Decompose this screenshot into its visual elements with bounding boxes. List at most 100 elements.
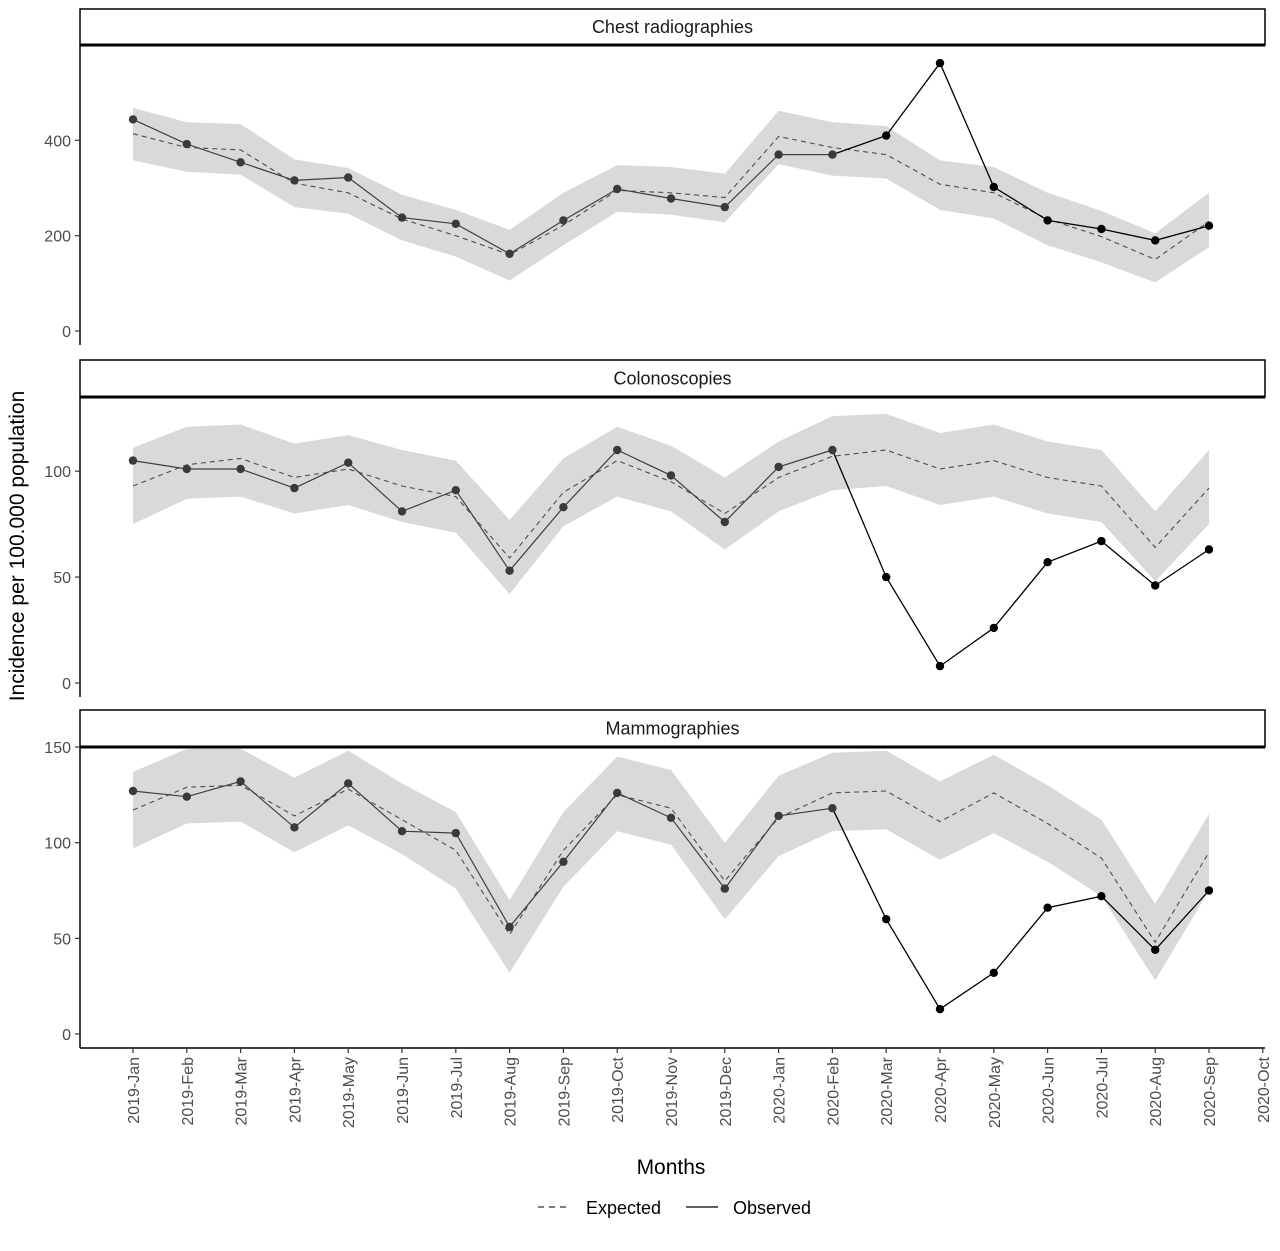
observed-point — [559, 857, 568, 866]
observed-point — [128, 115, 138, 124]
observed-point — [828, 445, 837, 455]
observed-point — [720, 202, 729, 212]
observed-point — [774, 462, 783, 472]
y-tick-label: 0 — [62, 324, 71, 341]
observed-point — [1043, 216, 1052, 225]
x-tick-label: 2019-Oct — [610, 1056, 627, 1122]
observed-point — [451, 828, 460, 838]
x-tick-label: 2020-Mar — [879, 1056, 896, 1125]
observed-point — [1097, 224, 1106, 234]
panel-0: Chest radiographies 0 200 400 — [44, 8, 1266, 345]
observed-point — [720, 517, 729, 527]
legend: Expected Observed — [538, 1198, 811, 1218]
observed-point — [1043, 903, 1052, 912]
observed-point — [344, 779, 353, 788]
observed-point — [559, 503, 568, 512]
x-tick-label: 2020-Oct — [1256, 1056, 1273, 1122]
panel-strip — [79, 359, 1266, 398]
x-tick-label: 2020-Jan — [772, 1057, 789, 1124]
expected-line — [132, 133, 1210, 261]
observed-point — [666, 813, 676, 822]
observed-point — [505, 566, 514, 575]
observed-point — [182, 464, 191, 474]
panel-strip — [79, 8, 1266, 46]
observed-point — [989, 623, 998, 633]
y-tick-label: 200 — [44, 229, 71, 246]
observed-point — [613, 788, 622, 798]
panel-title: Colonoscopies — [613, 369, 731, 389]
x-tick-label: 2020-Feb — [825, 1057, 842, 1126]
panel-title: Chest radiographies — [592, 17, 753, 37]
observed-point — [397, 213, 407, 222]
observed-point — [774, 811, 783, 821]
observed-line — [831, 807, 1210, 1011]
confidence-band — [133, 413, 1209, 594]
observed-point — [1204, 221, 1214, 230]
observed-line — [132, 449, 833, 572]
x-tick-label: 2019-Dec — [718, 1057, 735, 1126]
confidence-band — [133, 748, 1209, 981]
observed-point — [505, 249, 514, 258]
x-tick-label: 2019-Nov — [664, 1057, 681, 1126]
observed-point — [236, 777, 245, 786]
observed-point — [397, 827, 407, 836]
y-tick-label: 100 — [44, 464, 71, 481]
observed-point — [613, 184, 622, 194]
x-tick-label: 2019-Sep — [556, 1057, 573, 1126]
x-tick-label: 2020-Aug — [1148, 1057, 1165, 1126]
y-tick-label: 100 — [44, 836, 71, 853]
observed-point — [935, 1004, 945, 1014]
observed-point — [182, 792, 191, 801]
panels: Chest radiographies 0 200 400 Colonoscopies 0… — [44, 8, 1266, 1048]
y-tick-label: 50 — [53, 570, 71, 587]
observed-point — [236, 158, 245, 167]
observed-point — [1097, 536, 1106, 546]
observed-point — [1204, 545, 1214, 554]
y-tick-label: 50 — [53, 931, 71, 948]
observed-point — [290, 176, 299, 185]
observed-point — [505, 922, 514, 932]
x-tick-label: 2020-Jul — [1094, 1057, 1111, 1118]
x-tick-label: 2019-Jul — [449, 1057, 466, 1118]
x-axis-title: Months — [637, 1156, 706, 1179]
observed-point — [613, 445, 622, 455]
observed-point — [397, 507, 407, 516]
observed-point — [290, 483, 299, 493]
observed-point — [935, 661, 945, 671]
x-tick-label: 2020-Apr — [933, 1056, 950, 1122]
observed-line — [132, 118, 833, 255]
y-tick-label: 0 — [62, 676, 71, 693]
observed-point — [828, 804, 837, 813]
observed-point — [182, 139, 191, 149]
observed-point — [935, 58, 945, 68]
y-tick-label: 400 — [44, 133, 71, 150]
x-tick-label: 2020-Sep — [1202, 1057, 1219, 1126]
x-tick-label: 2019-Apr — [287, 1056, 304, 1122]
observed-point — [666, 194, 676, 203]
expected-line — [132, 449, 1210, 559]
observed-line — [831, 449, 1210, 668]
observed-line — [132, 780, 833, 928]
observed-point — [559, 216, 568, 225]
y-tick-label: 150 — [44, 740, 71, 757]
observed-point — [236, 464, 245, 474]
observed-point — [1151, 581, 1160, 590]
x-tick-label: 2020-May — [987, 1057, 1004, 1128]
y-tick-label: 0 — [62, 1027, 71, 1044]
observed-line — [832, 61, 1210, 242]
observed-point — [128, 456, 138, 465]
panel-1: Colonoscopies 0 50 100 — [44, 359, 1266, 697]
observed-point — [774, 150, 783, 159]
observed-point — [344, 458, 353, 467]
observed-point — [666, 471, 676, 480]
x-tick-label: 2019-Aug — [503, 1057, 520, 1126]
observed-point — [128, 786, 138, 796]
x-tick-label: 2019-Jan — [126, 1057, 143, 1124]
x-tick-label: 2020-Jun — [1041, 1057, 1058, 1124]
x-tick-label: 2019-Jun — [395, 1057, 412, 1124]
observed-point — [290, 823, 299, 832]
x-tick-label: 2019-Mar — [234, 1056, 251, 1125]
panel-title: Mammographies — [605, 719, 739, 739]
observed-point — [828, 150, 837, 159]
